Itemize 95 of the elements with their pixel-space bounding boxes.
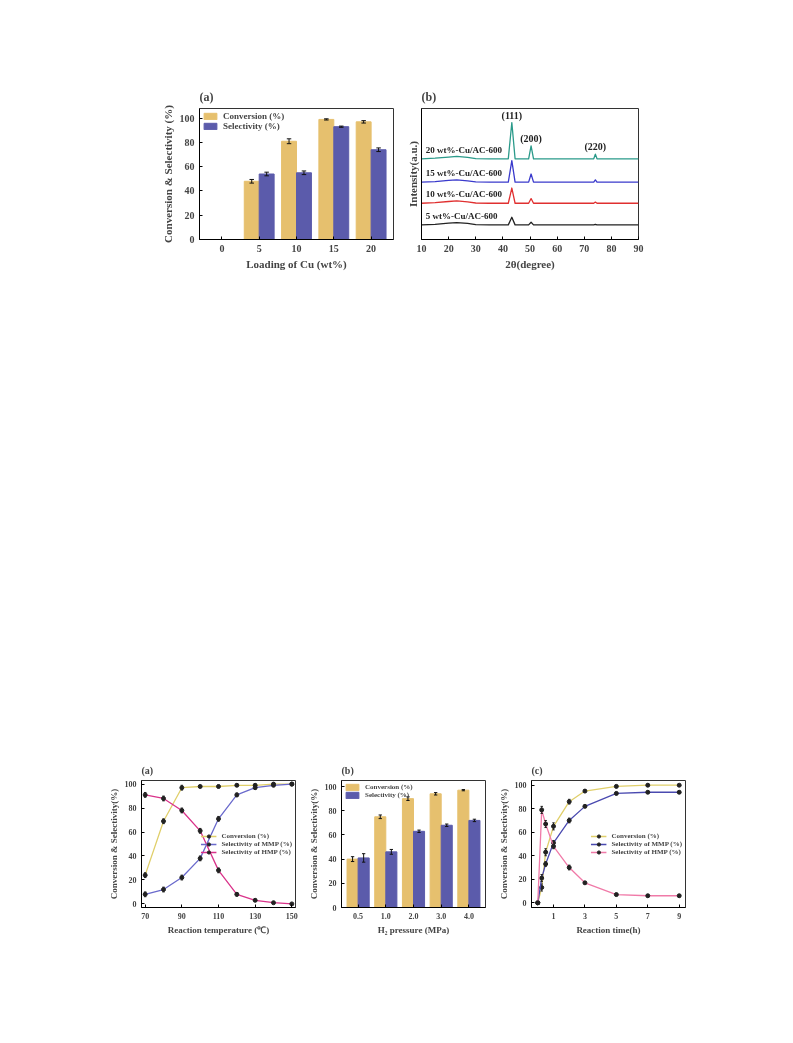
x-tick-label: 1.0 xyxy=(380,911,391,921)
x-tick-label: 0.5 xyxy=(353,911,364,921)
x-tick-label: 9 xyxy=(677,911,682,921)
x-axis-title: 2θ(degree) xyxy=(505,257,556,271)
y-tick-label: 60 xyxy=(184,161,195,173)
y-axis-title: Conversion & Selectivity (%) xyxy=(161,104,175,243)
y-tick-label: 80 xyxy=(518,804,527,814)
y-tick-label: 80 xyxy=(128,804,137,814)
bar xyxy=(357,857,370,908)
chart-title: (b) xyxy=(341,764,354,777)
x-tick-label: 10 xyxy=(291,242,302,254)
x-tick-label: 5 xyxy=(614,911,619,921)
x-axis-title: H₂ pressure (MPa) xyxy=(377,924,450,935)
y-tick-label: 100 xyxy=(179,112,195,124)
y-tick-label: 20 xyxy=(128,875,137,885)
x-tick-label: 50 xyxy=(525,242,535,254)
bar xyxy=(374,816,387,908)
x-tick-label: 150 xyxy=(285,911,298,921)
x-axis-title: Loading of Cu (wt%) xyxy=(246,257,348,271)
y-tick-label: 20 xyxy=(518,875,527,885)
y-tick-label: 100 xyxy=(514,781,527,791)
x-tick-label: 80 xyxy=(606,242,617,254)
y-tick-label: 80 xyxy=(328,806,337,816)
x-tick-label: 7 xyxy=(645,911,650,921)
bar xyxy=(355,121,372,240)
y-tick-label: 60 xyxy=(128,828,137,838)
x-tick-label: 15 xyxy=(328,242,339,254)
y-axis-title: Conversion & Selectivity(%) xyxy=(108,788,119,900)
x-tick-label: 20 xyxy=(443,242,454,254)
x-tick-label: 90 xyxy=(633,242,644,254)
bar xyxy=(413,830,426,908)
y-tick-label: 0 xyxy=(522,898,527,908)
legend-label: Conversion (%) xyxy=(223,111,285,121)
y-axis-title: Intensity(a.u.) xyxy=(406,140,420,207)
y-tick-label: 40 xyxy=(518,851,527,861)
x-tick-label: 20 xyxy=(366,242,377,254)
y-tick-label: 100 xyxy=(324,782,337,792)
x-tick-label: 3 xyxy=(582,911,587,921)
x-tick-label: 90 xyxy=(177,911,186,921)
y-tick-label: 20 xyxy=(184,209,195,221)
series-label: 10 wt%-Cu/AC-600 xyxy=(425,189,503,200)
bar xyxy=(457,789,470,908)
x-tick-label: 2.0 xyxy=(408,911,419,921)
x-axis-title: Reaction temperature (℃) xyxy=(167,924,270,935)
y-tick-label: 60 xyxy=(518,828,527,838)
series-label: 15 wt%-Cu/AC-600 xyxy=(425,168,503,179)
bar xyxy=(281,140,297,240)
y-tick-label: 100 xyxy=(124,780,137,790)
x-tick-label: 1 xyxy=(551,911,556,921)
bar xyxy=(385,851,398,908)
y-tick-label: 0 xyxy=(189,234,195,245)
y-tick-label: 60 xyxy=(328,830,337,840)
y-tick-label: 40 xyxy=(328,855,337,865)
y-tick-label: 40 xyxy=(184,185,195,197)
x-tick-label: 110 xyxy=(212,911,225,921)
x-tick-label: 30 xyxy=(470,242,481,254)
x-tick-label: 10 xyxy=(416,242,427,254)
x-tick-label: 5 xyxy=(256,242,262,254)
x-tick-label: 130 xyxy=(249,911,262,921)
bar xyxy=(401,798,414,908)
y-tick-label: 0 xyxy=(132,899,137,909)
x-tick-label: 40 xyxy=(497,242,508,254)
x-tick-label: 60 xyxy=(552,242,563,254)
x-tick-label: 4.0 xyxy=(463,911,474,921)
series-label: 5 wt%-Cu/AC-600 xyxy=(425,210,499,221)
bar xyxy=(296,172,312,240)
y-tick-label: 20 xyxy=(328,879,337,889)
annotation: (220) xyxy=(584,141,607,154)
bar xyxy=(440,824,453,908)
chart-title: (a) xyxy=(141,764,154,777)
chart-title: (c) xyxy=(531,764,543,777)
bar xyxy=(243,180,260,240)
x-tick-label: 0 xyxy=(219,242,225,254)
annotation: (111) xyxy=(501,109,523,122)
x-axis-title: Reaction time(h) xyxy=(576,924,641,935)
series-label: 20 wt%-Cu/AC-600 xyxy=(425,144,503,155)
chart-title: (b) xyxy=(421,89,437,104)
legend-label: Selectivity (%) xyxy=(223,121,280,131)
bar xyxy=(318,118,335,240)
y-tick-label: 40 xyxy=(128,851,137,861)
bar xyxy=(258,173,275,240)
x-tick-label: 3.0 xyxy=(436,911,447,921)
chart-title: (a) xyxy=(199,89,214,104)
y-axis-title: Conversion & Selectivity(%) xyxy=(308,788,319,900)
y-tick-label: 0 xyxy=(332,903,337,913)
y-tick-label: 80 xyxy=(184,136,195,148)
bar xyxy=(468,819,481,908)
bar xyxy=(333,126,350,240)
annotation: (200) xyxy=(520,132,542,145)
x-tick-label: 70 xyxy=(141,911,150,921)
y-axis-title: Conversion & Selectivity(%) xyxy=(498,788,509,900)
bar xyxy=(370,149,387,240)
x-tick-label: 70 xyxy=(579,242,590,254)
bar xyxy=(429,793,442,908)
bar xyxy=(346,858,359,908)
